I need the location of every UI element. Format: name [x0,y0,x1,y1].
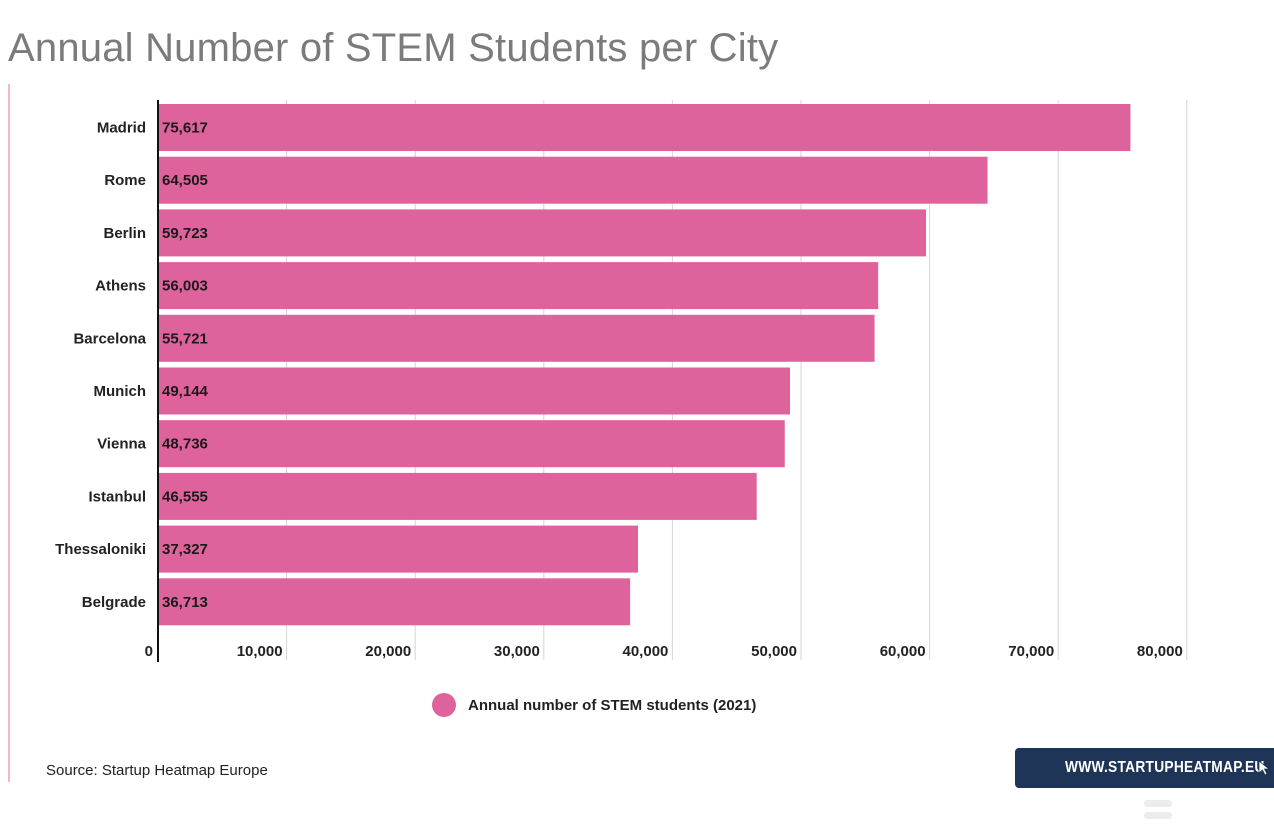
bar [158,104,1131,151]
bar [158,578,631,626]
website-badge-button[interactable]: WWW.STARTUPHEATMAP.EU [1015,748,1274,788]
category-label: Belgrade [82,594,146,611]
x-tick-label: 40,000 [623,643,669,660]
x-tick-label: 0 [145,643,153,660]
category-label: Berlin [103,225,146,242]
x-tick-label: 20,000 [365,643,411,660]
bar [158,209,927,257]
category-label: Istanbul [88,488,146,505]
bar [158,472,757,520]
bar [158,314,875,362]
scroll-indicator [1144,800,1172,824]
data-label: 59,723 [162,225,208,242]
x-tick-label: 10,000 [237,643,283,660]
website-badge-label: WWW.STARTUPHEATMAP.EU [1065,759,1265,776]
category-label: Vienna [97,436,147,453]
bar [158,525,639,573]
data-label: 64,505 [162,172,208,189]
category-label: Athens [95,278,146,295]
legend-label: Annual number of STEM students (2021) [468,696,757,714]
data-label: 56,003 [162,278,208,295]
legend: Annual number of STEM students (2021) [432,693,756,717]
source-note: Source: Startup Heatmap Europe [46,762,268,779]
x-tick-label: 70,000 [1008,643,1054,660]
data-label: 37,327 [162,541,208,558]
bar [158,420,785,468]
x-tick-label: 50,000 [751,643,797,660]
category-label: Thessaloniki [55,541,146,558]
bar [158,367,790,415]
data-label: 46,555 [162,488,208,505]
data-label: 36,713 [162,594,208,611]
x-tick-label: 30,000 [494,643,540,660]
chart-title: Annual Number of STEM Students per City [8,26,779,70]
bar [158,156,988,204]
legend-swatch [432,693,456,717]
data-label: 48,736 [162,436,208,453]
category-label: Munich [94,383,147,400]
bars [158,104,1131,626]
cursor-icon [1258,760,1271,776]
bar-chart: 0 10,000 20,000 30,000 40,000 50,000 60,000 70,… [55,100,1188,662]
x-tick-label: 80,000 [1137,643,1183,660]
data-label: 49,144 [162,383,209,400]
category-label: Madrid [97,120,146,137]
category-label: Barcelona [73,330,146,347]
x-tick-label: 60,000 [880,643,926,660]
accent-rule [8,84,10,782]
bar [158,262,879,310]
labels: 0 10,000 20,000 30,000 40,000 50,000 60,000 70,… [55,120,1183,661]
data-label: 55,721 [162,330,208,347]
data-label: 75,617 [162,120,208,137]
category-label: Rome [104,172,146,189]
